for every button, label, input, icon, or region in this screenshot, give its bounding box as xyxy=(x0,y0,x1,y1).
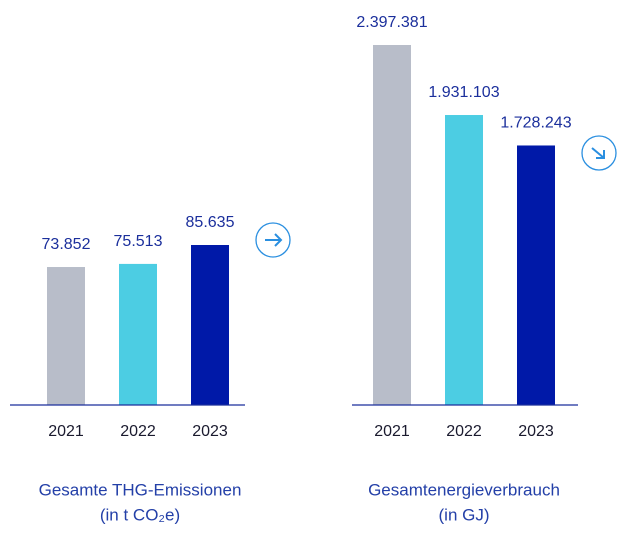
chart-subtitle: (in GJ) xyxy=(439,505,490,524)
arrow-button[interactable] xyxy=(255,222,291,258)
arrow-circle[interactable] xyxy=(581,135,617,171)
x-tick-label: 2021 xyxy=(374,423,410,440)
bar xyxy=(373,45,411,405)
x-tick-label: 2021 xyxy=(48,423,84,440)
x-tick-label: 2023 xyxy=(192,423,228,440)
x-tick-label: 2023 xyxy=(518,423,554,440)
arrow-icon[interactable] xyxy=(265,233,283,247)
x-tick-label: 2022 xyxy=(446,423,482,440)
bar xyxy=(47,267,85,405)
value-label: 73.852 xyxy=(42,236,91,253)
arrow-button[interactable] xyxy=(581,135,617,171)
bar xyxy=(517,145,555,405)
arrow-circle[interactable] xyxy=(255,222,291,258)
arrow-icon[interactable] xyxy=(591,147,605,159)
chart-title: Gesamte THG-Emissionen xyxy=(39,480,242,499)
bar xyxy=(119,263,157,405)
chart-subtitle: (in t CO₂e) xyxy=(100,505,180,524)
value-label: 75.513 xyxy=(114,233,163,250)
value-label: 85.635 xyxy=(186,214,235,231)
value-label: 2.397.381 xyxy=(356,14,427,31)
value-label: 1.728.243 xyxy=(500,115,571,132)
value-label: 1.931.103 xyxy=(428,84,499,101)
bar xyxy=(191,245,229,405)
bar xyxy=(445,115,483,406)
x-tick-label: 2022 xyxy=(120,423,156,440)
chart-title: Gesamtenergieverbrauch xyxy=(368,480,560,499)
